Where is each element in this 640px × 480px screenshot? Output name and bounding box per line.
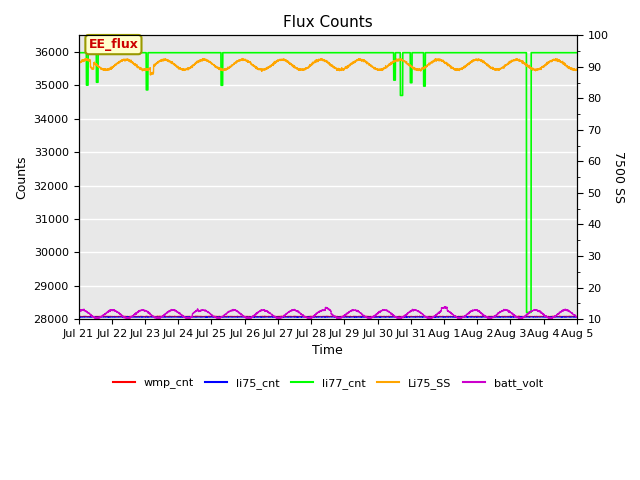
Y-axis label: 7500 SS: 7500 SS bbox=[612, 151, 625, 203]
Text: EE_flux: EE_flux bbox=[88, 38, 138, 51]
Title: Flux Counts: Flux Counts bbox=[283, 15, 372, 30]
Legend: wmp_cnt, li75_cnt, li77_cnt, Li75_SS, batt_volt: wmp_cnt, li75_cnt, li77_cnt, Li75_SS, ba… bbox=[108, 373, 547, 393]
X-axis label: Time: Time bbox=[312, 344, 343, 357]
Y-axis label: Counts: Counts bbox=[15, 156, 28, 199]
